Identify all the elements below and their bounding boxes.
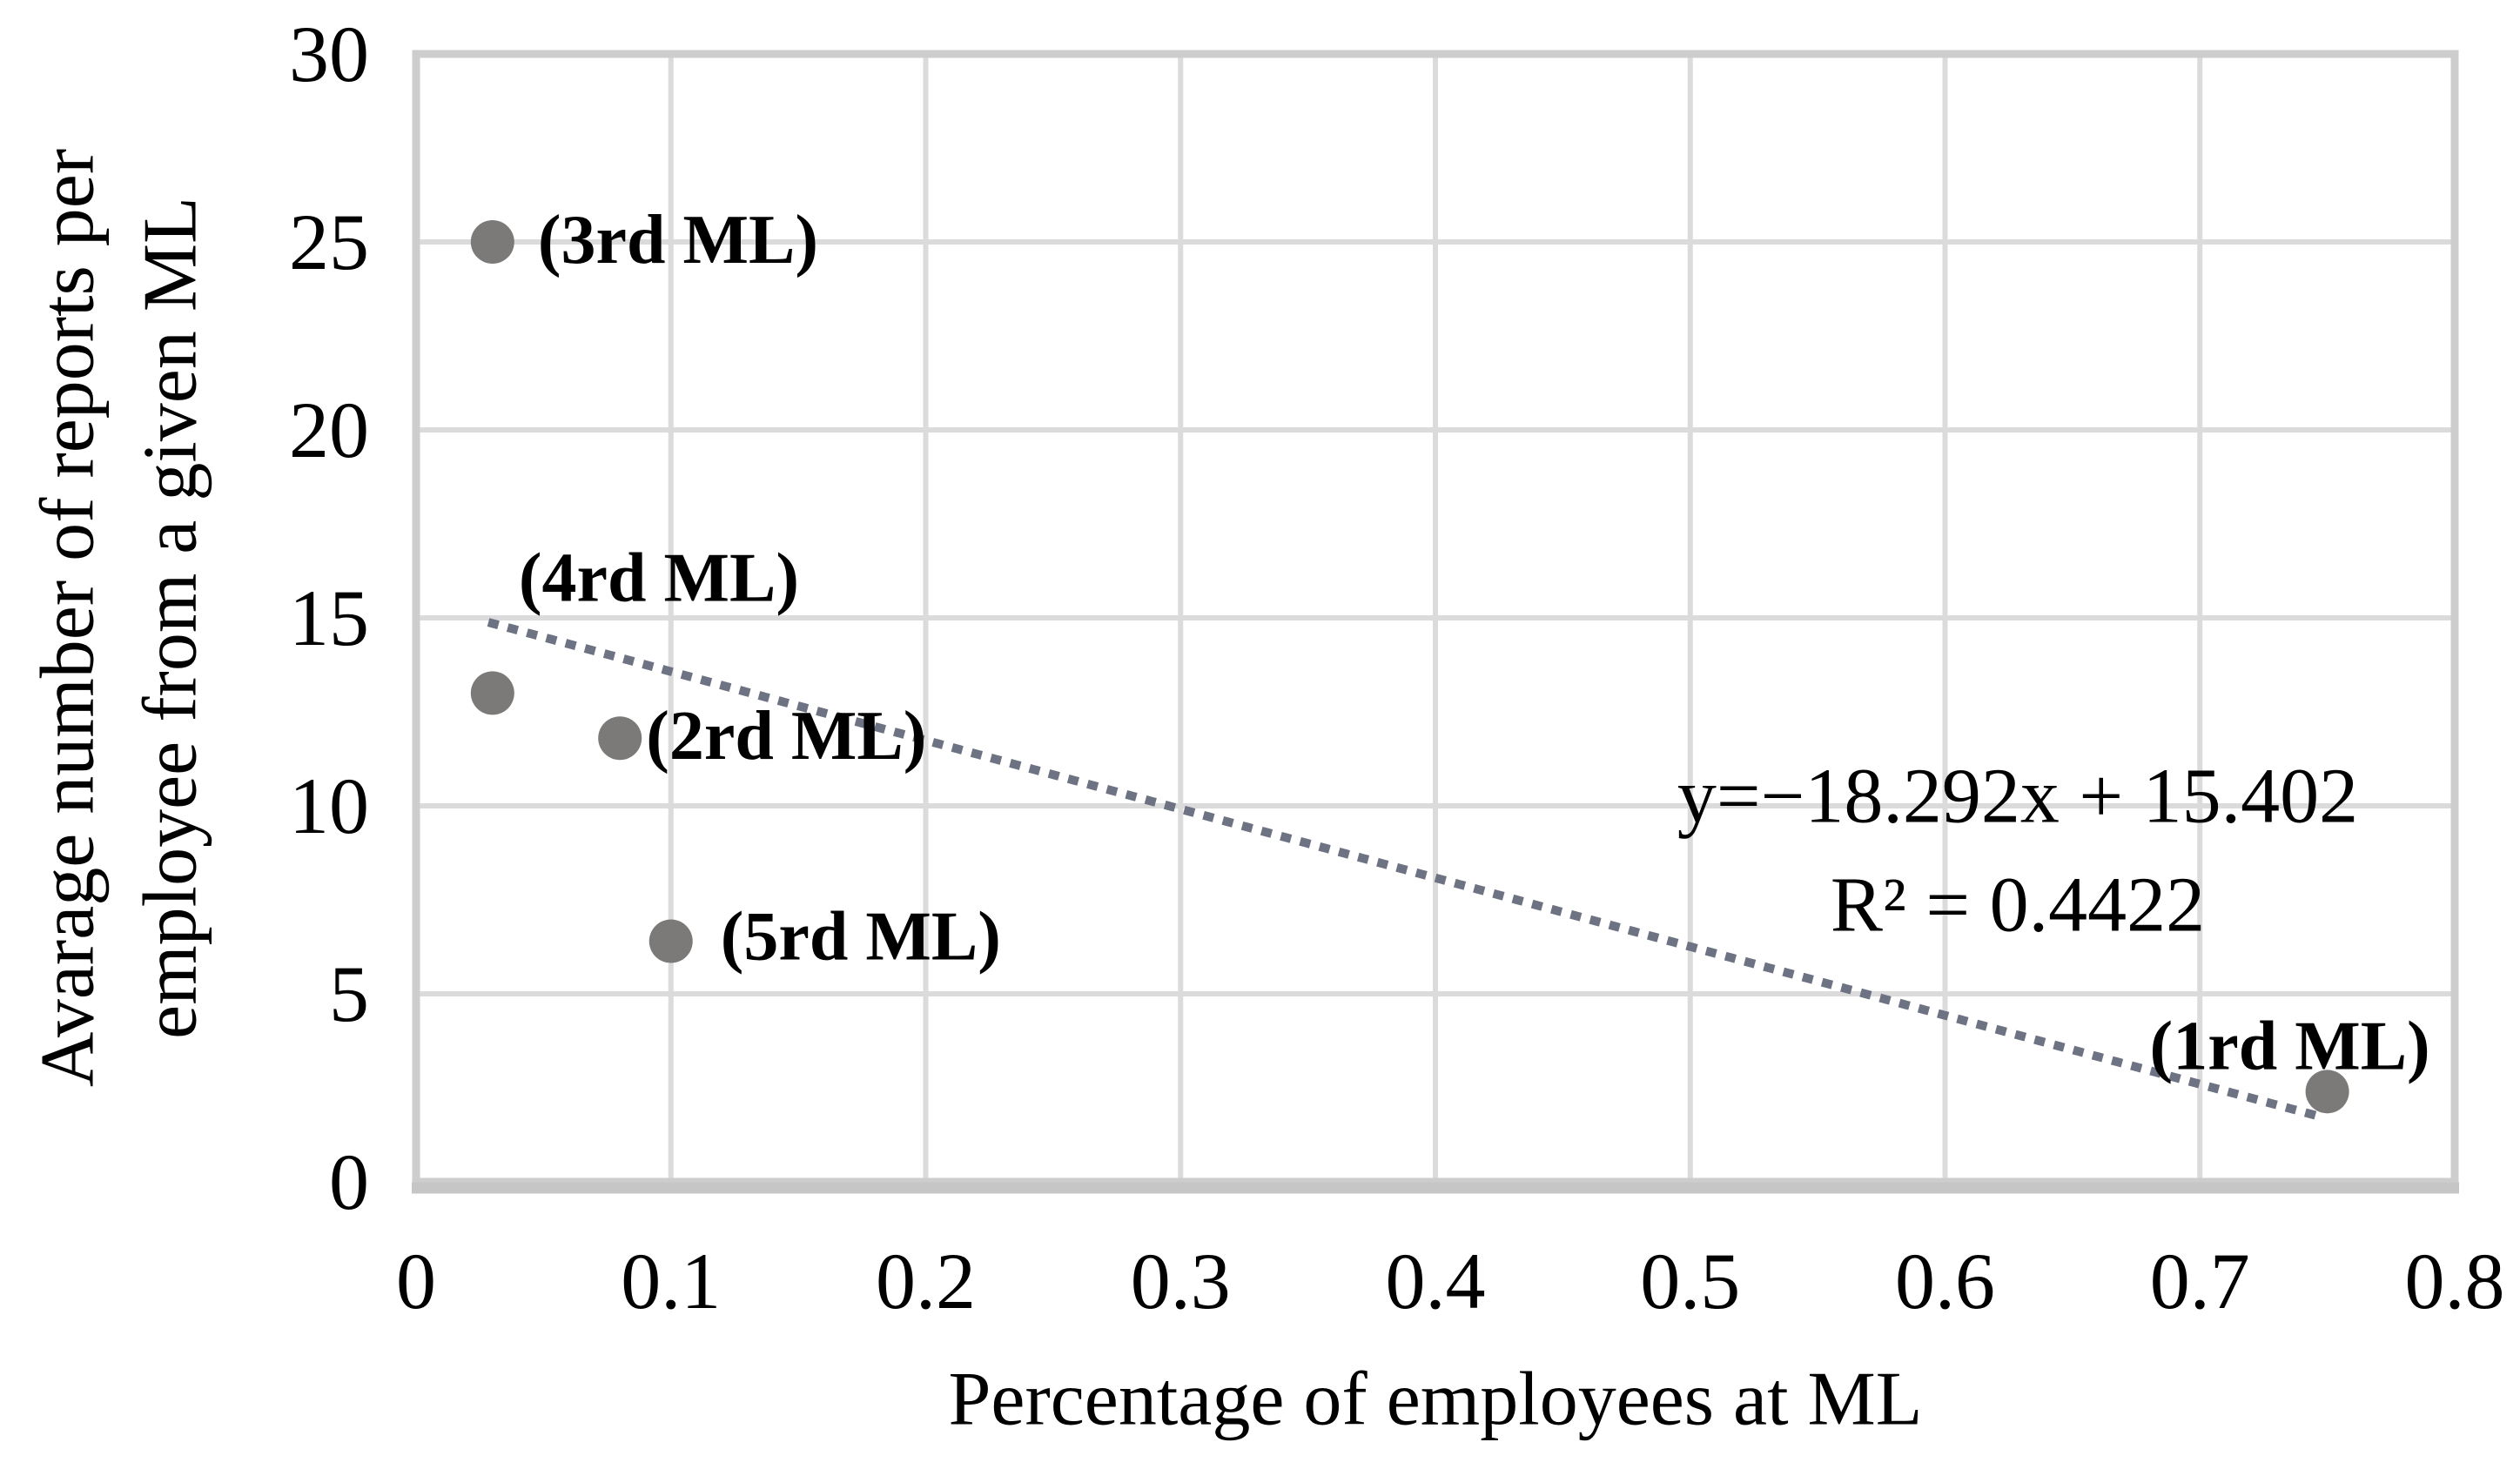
- y-tick-label-20: 20: [289, 386, 369, 474]
- x-tick-label-0.7: 0.7: [2150, 1237, 2250, 1325]
- x-tick-label-0.3: 0.3: [1131, 1237, 1231, 1325]
- data-point-1rd-ml: [2305, 1070, 2349, 1114]
- plot-border: [412, 50, 2459, 1186]
- y-tick-label-5: 5: [329, 949, 369, 1038]
- x-tick-label-0.4: 0.4: [1386, 1237, 1486, 1325]
- trendline-annotation: y=−18.292x + 15.402 R² = 0.4422: [1677, 754, 2358, 949]
- y-axis-title-line1: Avarage number of reports per: [26, 149, 111, 1087]
- point-label-1rd-ml: (1rd ML): [2150, 1008, 2430, 1084]
- point-label-5rd-ml: (5rd ML): [721, 899, 1001, 976]
- y-tick-label-15: 15: [289, 574, 369, 662]
- x-tick-label-0.8: 0.8: [2405, 1237, 2505, 1325]
- data-point-2rd-ml: [598, 716, 642, 761]
- data-point-labels: (1rd ML) (2rd ML) (3rd ML) (4rd ML) (5rd ML): [519, 202, 2430, 1084]
- x-tick-label-0: 0: [396, 1237, 436, 1325]
- point-label-2rd-ml: (2rd ML): [646, 698, 926, 775]
- point-label-3rd-ml: (3rd ML): [538, 202, 818, 278]
- x-axis-tick-labels: 0 0.1 0.2 0.3 0.4 0.5 0.6 0.7 0.8: [396, 1237, 2505, 1325]
- point-label-4rd-ml: (4rd ML): [519, 540, 799, 616]
- gridlines: [416, 54, 2455, 1182]
- data-point-3rd-ml: [470, 220, 514, 264]
- y-tick-label-10: 10: [289, 761, 369, 850]
- x-axis-title: Percentage of employees at ML: [948, 1358, 1922, 1442]
- x-tick-label-0.1: 0.1: [621, 1237, 721, 1325]
- x-tick-label-0.6: 0.6: [1895, 1237, 1995, 1325]
- data-point-5rd-ml: [648, 919, 693, 963]
- x-tick-label-0.5: 0.5: [1640, 1237, 1740, 1325]
- data-points: [470, 220, 2349, 1114]
- y-axis-title-line2: employee from a given ML: [129, 197, 213, 1039]
- trendline-dotted: [487, 618, 2328, 1123]
- trendline-r2-text: R² = 0.4422: [1831, 862, 2205, 949]
- data-point-4rd-ml: [470, 671, 514, 715]
- y-tick-label-30: 30: [289, 10, 369, 98]
- x-tick-label-0.2: 0.2: [876, 1237, 976, 1325]
- y-axis-title: Avarage number of reports per employee fr…: [26, 149, 213, 1087]
- y-axis-tick-labels: 0 5 10 15 20 25 30: [289, 10, 369, 1226]
- y-tick-label-25: 25: [289, 198, 369, 286]
- y-tick-label-0: 0: [329, 1137, 369, 1226]
- trendline-equation-text: y=−18.292x + 15.402: [1677, 754, 2358, 840]
